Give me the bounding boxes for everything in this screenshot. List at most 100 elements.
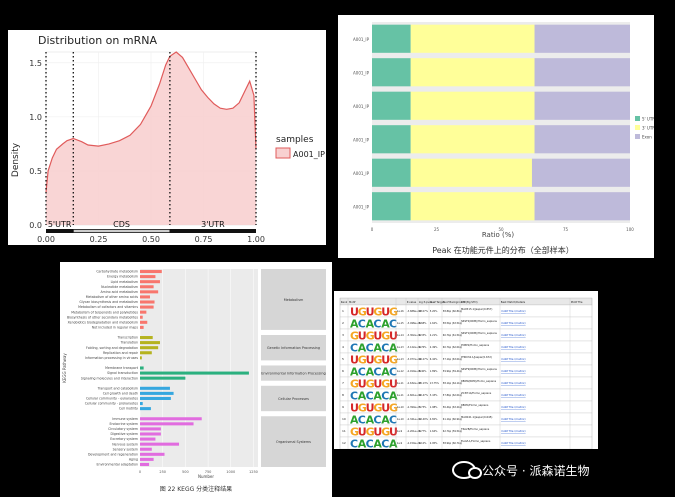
kegg-bar <box>140 325 144 329</box>
table-cell: 5.20% <box>430 310 438 313</box>
table-cell: 1e-9 <box>397 430 403 433</box>
x-tick-label: 750 <box>205 470 212 474</box>
motif-logo-letter: A <box>350 414 359 427</box>
table-cell: 18.07% <box>419 310 429 313</box>
table-header-cell: % of Background <box>443 300 465 304</box>
table-cell: 58.5bp (63.5bp) <box>443 322 462 325</box>
motif-logo-letter: U <box>381 354 390 367</box>
table-cell: 4.82% <box>430 418 438 421</box>
motif-logo-letter: A <box>366 318 375 331</box>
table-cell: 57.1bp (63.0bp) <box>443 358 462 361</box>
kegg-category-label: Cell motility <box>119 407 138 411</box>
table-cell: 2.49% <box>430 346 438 349</box>
kegg-bar <box>140 351 152 355</box>
ratio-bar-segment <box>410 192 535 221</box>
table-cell: 6.77% <box>419 430 427 433</box>
x-tick-label: 0.75 <box>195 235 213 244</box>
motif-logo-letter: A <box>381 318 390 331</box>
kegg-category-label: Aging <box>129 458 138 462</box>
ratio-bar-segment <box>410 24 535 53</box>
motif-file-link: motif file (matrix) <box>501 417 526 421</box>
kegg-plot-area: 0 250 500 750 1000 1250 Carbohydrate metabolis… <box>67 269 326 474</box>
table-cell: 13.75% <box>430 382 440 385</box>
table-cell: 62.7bp (59.5bp) <box>443 430 462 433</box>
density-chart: Distribution on mRNA Density 0.0 0.5 1.0 1.… <box>11 34 325 244</box>
rank-cell: 4 <box>342 345 344 349</box>
table-cell: 58.9bp (60.7bp) <box>443 442 462 445</box>
motif-logo-letter: A <box>350 366 359 379</box>
kegg-category-label: Immune system <box>112 417 138 421</box>
kegg-bar <box>140 427 161 431</box>
motif-file-link: motif file (matrix) <box>501 345 526 349</box>
region-label: 5'UTR <box>48 220 72 229</box>
motif-logo-letter: A <box>358 342 367 355</box>
table-cell: 9.33% <box>419 334 427 337</box>
kegg-category-label: Environmental adaptation <box>97 463 138 467</box>
rank-cell: 11 <box>342 429 346 433</box>
kegg-category-label: Development and regeneration <box>88 452 138 456</box>
kegg-chart: 0 250 500 750 1000 1250 Carbohydrate metabolis… <box>62 269 326 493</box>
table-cell: 1e-15 <box>397 322 404 325</box>
kegg-bar <box>140 457 154 461</box>
y-axis-label: Density <box>11 142 21 177</box>
table-cell: -2.910e+01 <box>407 370 422 373</box>
motif-logo-letter: A <box>381 414 390 427</box>
motif-file-link: motif file (matrix) <box>501 309 526 313</box>
kegg-bar <box>140 402 143 406</box>
table-cell: 1e-9 <box>397 442 403 445</box>
table-cell: 1e-10 <box>397 418 404 421</box>
ratio-bar-segment <box>410 91 535 120</box>
best-match-cell: RBM4(RRM)/Homo_sapiens <box>461 379 497 383</box>
kegg-bar <box>140 346 159 350</box>
ratio-bar-segment <box>410 125 535 154</box>
table-cell: 1e-11 <box>397 382 404 385</box>
utr5-segment <box>46 229 74 233</box>
ratio-chart-panel: A001_IP A001_IP A001_IP A001_IP A001_IP A001_… <box>338 15 654 258</box>
table-cell: -2.390e+01 <box>407 406 422 409</box>
motif-logo-letter: U <box>373 378 382 391</box>
motif-logo-letter: G <box>373 402 382 415</box>
kegg-bar <box>140 280 160 284</box>
table-cell: 25.13% <box>419 382 429 385</box>
kegg-category-label: Sensory system <box>113 447 138 451</box>
motif-logo-letter: G <box>350 426 359 439</box>
chart-caption: 图 22 KEGG 分类注释结果 <box>160 485 232 493</box>
kegg-bar <box>140 417 202 421</box>
motif-logo-letter: G <box>373 306 382 319</box>
x-tick-label: 75 <box>563 227 569 232</box>
y-tick-label: A001_IP <box>353 171 370 176</box>
y-axis-label: KEGG Pathway <box>62 353 67 383</box>
motif-logo-letter: G <box>366 330 375 343</box>
kegg-bar <box>140 336 153 340</box>
table-cell: 1e-10 <box>397 406 404 409</box>
motif-logo-letter: C <box>381 438 389 450</box>
watermark: 公众号 · 派森诺生物 <box>452 458 589 482</box>
motif-logo-letter: G <box>381 426 390 439</box>
best-match-cell: RBMX/Homo_sapiens <box>461 403 489 407</box>
motif-logo-letter: C <box>358 414 366 427</box>
ratio-bar-segment <box>410 58 535 87</box>
motif-logo-letter: G <box>389 306 398 319</box>
kegg-category-label: Endocrine system <box>110 422 138 426</box>
table-cell: 16.27% <box>419 358 429 361</box>
y-tick-label: 0.5 <box>29 167 42 176</box>
table-header-cell: Rank <box>341 300 348 304</box>
table-cell: 6.42% <box>430 358 438 361</box>
kegg-category-label: Nucleotide metabolism <box>101 285 138 289</box>
kegg-bar <box>140 462 150 466</box>
table-cell: 9.76% <box>419 346 427 349</box>
kegg-bar <box>140 396 171 400</box>
motif-table-body: Rank Motif P-value log P-pvalue% of Targets… <box>339 297 593 450</box>
wechat-icon <box>452 461 482 479</box>
motif-logo-letter: C <box>389 414 397 427</box>
motif-logo-letter: G <box>358 306 367 319</box>
motif-logo-letter: G <box>381 330 390 343</box>
motif-logo-letter: A <box>381 366 390 379</box>
utr3-segment <box>169 229 256 233</box>
table-cell: -2.601e+01 <box>407 394 422 397</box>
table-cell: 61.1bp (60.9bp) <box>443 418 462 421</box>
motif-logo-letter: C <box>366 390 374 403</box>
kegg-bar <box>140 300 155 304</box>
kegg-bar <box>140 407 151 411</box>
motif-logo-letter: U <box>350 306 359 319</box>
